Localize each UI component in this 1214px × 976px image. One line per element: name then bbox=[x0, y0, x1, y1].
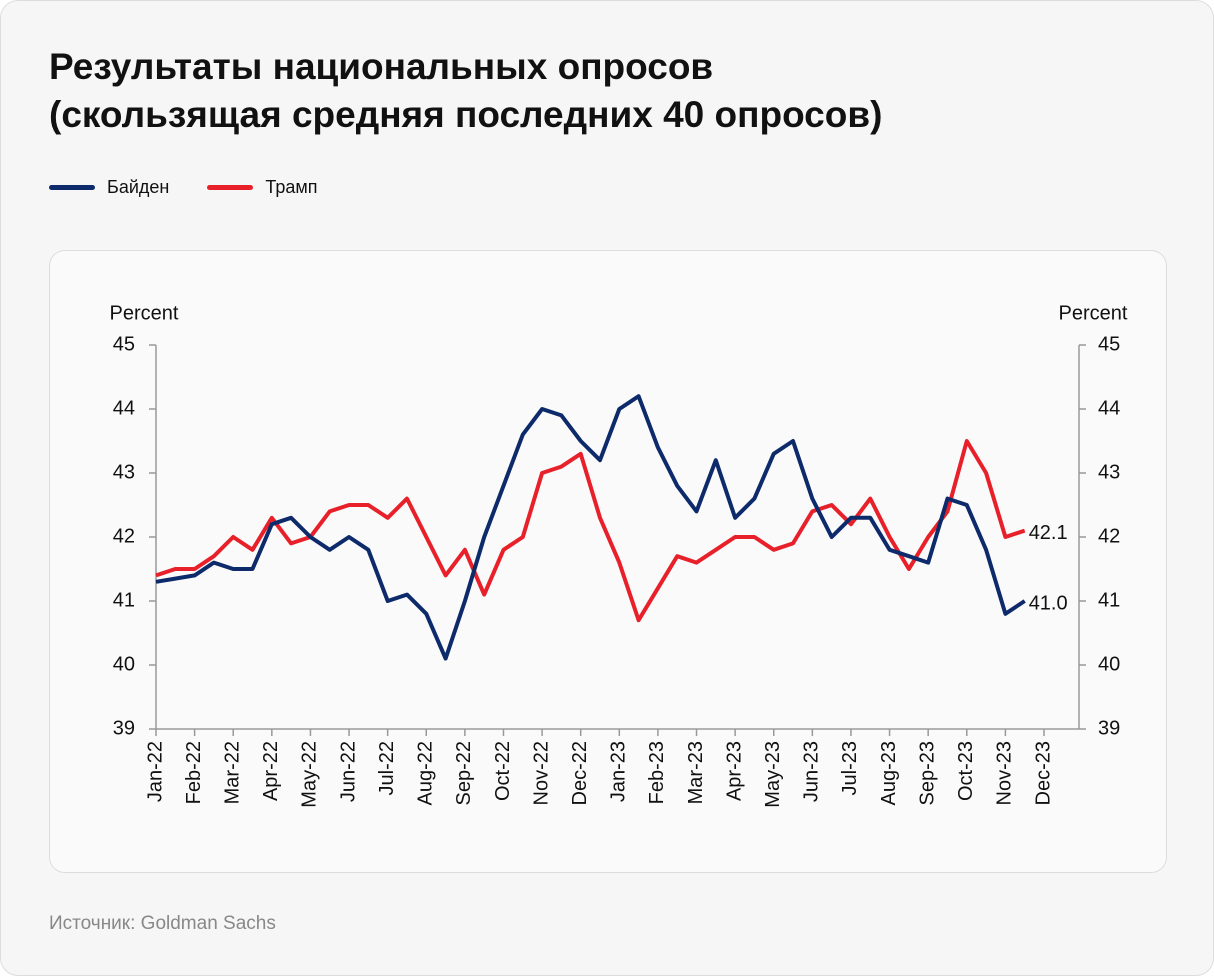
legend-swatch bbox=[207, 185, 254, 190]
y-tick-label: 40 bbox=[113, 653, 135, 675]
y2-tick-label: 45 bbox=[1098, 333, 1120, 355]
x-tick-label: Feb-23 bbox=[646, 741, 668, 804]
x-tick-label: Sep-23 bbox=[916, 741, 938, 806]
legend: Байден Трамп bbox=[49, 177, 317, 198]
y-tick-label: 45 bbox=[113, 333, 135, 355]
legend-label: Трамп bbox=[265, 177, 318, 197]
y2-tick-label: 41 bbox=[1098, 589, 1120, 611]
x-tick-label: Apr-23 bbox=[723, 741, 745, 801]
x-tick-label: Jun-23 bbox=[801, 741, 823, 802]
title-line: Результаты национальных опросов bbox=[49, 46, 714, 87]
y-tick-label: 41 bbox=[113, 589, 135, 611]
y2-tick-label: 40 bbox=[1098, 653, 1120, 675]
x-tick-label: Sep-22 bbox=[453, 741, 475, 806]
x-tick-label: Mar-23 bbox=[685, 741, 707, 804]
y2-axis-label: Percent bbox=[1059, 302, 1128, 324]
y-axis-label: Percent bbox=[110, 302, 179, 324]
x-tick-label: Feb-22 bbox=[183, 741, 205, 804]
x-tick-label: Dec-23 bbox=[1032, 741, 1054, 805]
x-tick-label: May-22 bbox=[299, 741, 321, 808]
y2-tick-label: 39 bbox=[1098, 717, 1120, 739]
x-tick-label: Aug-23 bbox=[878, 741, 900, 806]
legend-label: Байден bbox=[107, 177, 170, 197]
y2-tick-label: 43 bbox=[1098, 461, 1120, 483]
x-tick-label: Jun-22 bbox=[337, 741, 359, 802]
x-tick-label: Jan-22 bbox=[144, 741, 166, 802]
x-tick-label: Nov-23 bbox=[994, 741, 1016, 805]
y2-tick-label: 42 bbox=[1098, 525, 1120, 547]
series-line bbox=[155, 439, 1026, 623]
end-label: 42.1 bbox=[1029, 522, 1068, 544]
legend-item: Байден bbox=[49, 177, 169, 198]
y-tick-label: 39 bbox=[113, 717, 135, 739]
x-tick-label: May-23 bbox=[762, 741, 784, 808]
legend-swatch bbox=[49, 185, 95, 190]
y-tick-label: 44 bbox=[113, 397, 135, 419]
x-tick-label: Oct-22 bbox=[492, 741, 514, 801]
x-tick-label: Jan-23 bbox=[608, 741, 630, 802]
series-line bbox=[155, 394, 1026, 661]
title: Результаты национальных опросов (скользя… bbox=[49, 43, 882, 139]
x-tick-label: Jul-22 bbox=[376, 741, 398, 795]
x-tick-label: Apr-22 bbox=[260, 741, 282, 801]
y-tick-label: 42 bbox=[113, 525, 135, 547]
end-label: 41.0 bbox=[1029, 592, 1068, 614]
legend-item: Трамп bbox=[207, 177, 317, 198]
y2-tick-label: 44 bbox=[1098, 397, 1120, 419]
source: Источник: Goldman Sachs bbox=[49, 913, 276, 934]
y-tick-label: 43 bbox=[113, 461, 135, 483]
x-tick-label: Mar-22 bbox=[221, 741, 243, 804]
x-tick-label: Aug-22 bbox=[415, 741, 437, 806]
chart-card bbox=[49, 250, 1167, 873]
x-tick-label: Dec-22 bbox=[569, 741, 591, 805]
x-tick-label: Jul-23 bbox=[839, 741, 861, 795]
x-tick-label: Nov-22 bbox=[530, 741, 552, 805]
title-line: (скользящая средняя последних 40 опросов… bbox=[49, 94, 883, 135]
x-tick-label: Oct-23 bbox=[955, 741, 977, 801]
